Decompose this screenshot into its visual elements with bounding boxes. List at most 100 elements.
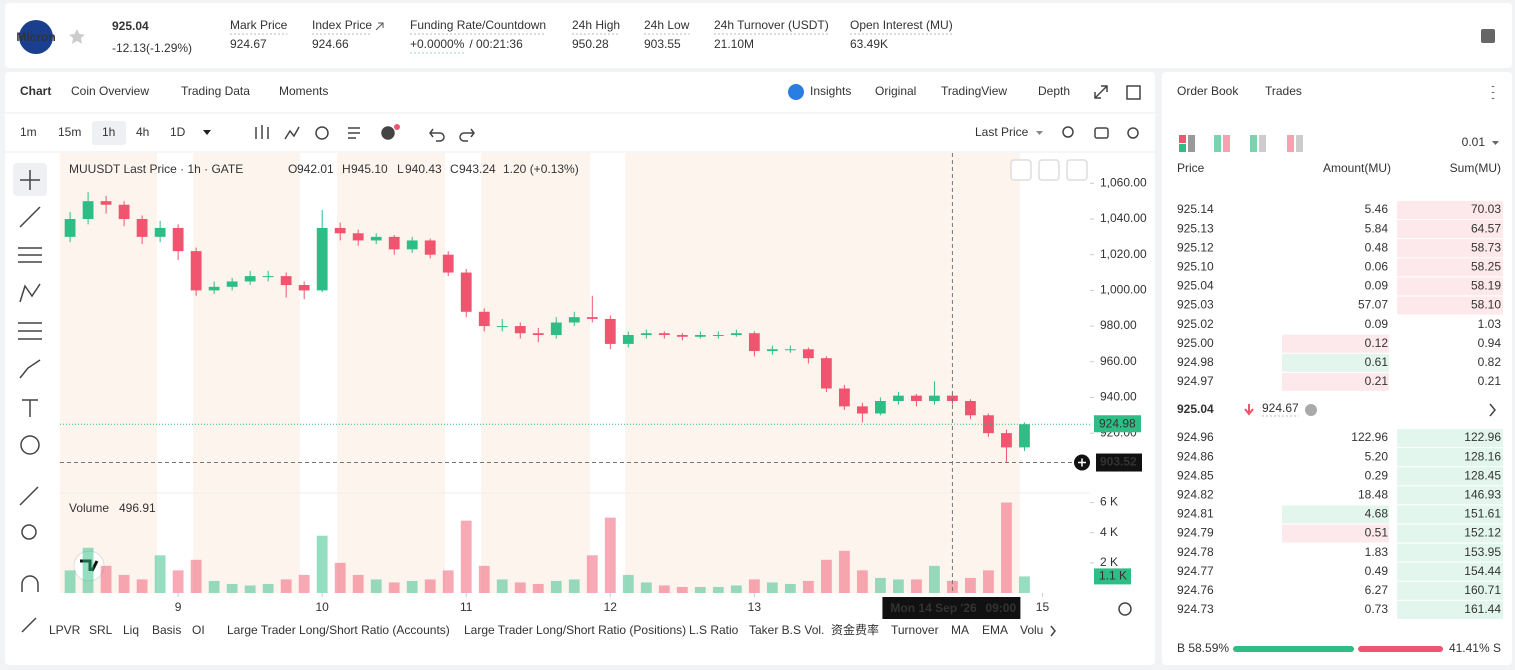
- candle-body: [406, 240, 418, 250]
- interval-dropdown[interactable]: [203, 130, 211, 135]
- camera-icon[interactable]: [1094, 127, 1109, 139]
- book-price[interactable]: 925.04: [1177, 279, 1214, 293]
- interval[interactable]: 4h: [136, 125, 149, 139]
- book-price[interactable]: 924.98: [1177, 355, 1214, 369]
- volume-bar: [532, 583, 544, 593]
- book-mode-icon[interactable]: [1223, 135, 1230, 152]
- indicator-tab[interactable]: LPVR: [49, 623, 81, 637]
- pane-button[interactable]: [1066, 159, 1088, 181]
- indicator-tab[interactable]: Large Trader Long/Short Ratio (Accounts): [227, 623, 450, 637]
- search-icon[interactable]: [1062, 126, 1074, 138]
- book-price[interactable]: 924.85: [1177, 468, 1214, 482]
- interval[interactable]: 1h: [102, 125, 115, 139]
- indicator-tab[interactable]: Basis: [152, 623, 181, 637]
- indicators-next[interactable]: [1050, 625, 1056, 637]
- book-tab[interactable]: Order Book: [1177, 84, 1239, 98]
- add-icon[interactable]: [381, 126, 395, 140]
- indicator-tab[interactable]: L.S Ratio: [689, 623, 739, 637]
- book-price[interactable]: 925.02: [1177, 317, 1214, 331]
- pane-button[interactable]: [1010, 159, 1032, 181]
- precision-dropdown[interactable]: [1492, 141, 1499, 145]
- pencil-tool[interactable]: [21, 617, 37, 633]
- redo-icon[interactable]: [459, 128, 475, 142]
- chart-tab[interactable]: Moments: [279, 84, 328, 98]
- book-mode-icon[interactable]: [1179, 135, 1186, 143]
- ruler-tool[interactable]: [19, 486, 39, 506]
- fib-tool[interactable]: [18, 322, 42, 340]
- channel-tool[interactable]: [18, 247, 42, 263]
- indicator-tab[interactable]: Large Trader Long/Short Ratio (Positions…: [464, 623, 686, 637]
- indicator-tab[interactable]: Volu: [1020, 623, 1043, 637]
- interval[interactable]: 1m: [20, 125, 37, 139]
- axis-settings-icon[interactable]: [1118, 602, 1132, 616]
- price-type-dropdown[interactable]: [1036, 131, 1043, 135]
- book-mode-icon[interactable]: [1250, 135, 1257, 152]
- price-type[interactable]: Last Price: [975, 125, 1029, 139]
- fullscreen-icon[interactable]: [1094, 85, 1108, 99]
- text-tool[interactable]: [22, 399, 38, 417]
- book-mode-icon[interactable]: [1259, 135, 1266, 152]
- chart-tab[interactable]: Trading Data: [181, 84, 250, 98]
- book-sum: 146.93: [1464, 487, 1501, 501]
- book-price[interactable]: 924.77: [1177, 564, 1214, 578]
- book-mode-icon[interactable]: [1296, 135, 1303, 152]
- interval[interactable]: 1D: [170, 125, 186, 139]
- indicator-tab[interactable]: SRL: [89, 623, 113, 637]
- indicator-tab[interactable]: Turnover: [891, 623, 939, 637]
- book-mode-icon[interactable]: [1188, 135, 1195, 152]
- book-price[interactable]: 925.13: [1177, 221, 1214, 235]
- pattern-tool[interactable]: [19, 283, 41, 303]
- chart-tab[interactable]: Coin Overview: [71, 84, 149, 98]
- template-icon[interactable]: [348, 127, 360, 139]
- emoji-tool[interactable]: [20, 435, 40, 455]
- book-price[interactable]: 924.86: [1177, 449, 1214, 463]
- undo-icon[interactable]: [429, 128, 445, 142]
- line-tool[interactable]: [19, 206, 41, 228]
- indicator-tab[interactable]: MA: [951, 623, 969, 637]
- book-price[interactable]: 925.14: [1177, 202, 1214, 216]
- book-price[interactable]: 924.78: [1177, 545, 1214, 559]
- volume-bar: [280, 579, 292, 593]
- indicator-tab[interactable]: 资金费率: [831, 622, 879, 637]
- book-price[interactable]: 924.76: [1177, 583, 1214, 597]
- crosshair-tool[interactable]: [20, 170, 40, 190]
- precision[interactable]: 0.01: [1462, 135, 1486, 149]
- candle-type-icon[interactable]: [255, 125, 269, 139]
- book-tab[interactable]: Trades: [1265, 84, 1302, 98]
- indicator-tab[interactable]: EMA: [982, 623, 1008, 637]
- indicator-tab[interactable]: OI: [192, 623, 205, 637]
- book-mode-icon[interactable]: [1179, 144, 1186, 152]
- indicator-tab[interactable]: Liq: [123, 623, 139, 637]
- magnet-tool[interactable]: [21, 575, 39, 592]
- book-price[interactable]: 925.12: [1177, 240, 1214, 254]
- header-icon[interactable]: [1481, 29, 1495, 43]
- view-tab[interactable]: Original: [875, 84, 916, 98]
- replay-icon[interactable]: [315, 126, 329, 140]
- favorite-star[interactable]: [69, 29, 85, 44]
- book-mode-icon[interactable]: [1287, 135, 1294, 152]
- window-icon[interactable]: [1126, 85, 1141, 100]
- settings-icon[interactable]: [1127, 127, 1139, 139]
- mid-next[interactable]: [1489, 403, 1496, 417]
- view-tab[interactable]: Insights: [810, 84, 851, 98]
- book-price[interactable]: 924.82: [1177, 487, 1214, 501]
- book-price[interactable]: 924.96: [1177, 430, 1214, 444]
- stat-label: 24h High: [572, 18, 620, 32]
- book-mode-icon[interactable]: [1214, 135, 1221, 152]
- book-price[interactable]: 924.97: [1177, 374, 1214, 388]
- book-price[interactable]: 925.00: [1177, 336, 1214, 350]
- interval[interactable]: 15m: [58, 125, 81, 139]
- view-tab[interactable]: Depth: [1038, 84, 1070, 98]
- indicator-tab[interactable]: Taker B.S Vol.: [749, 623, 824, 637]
- brush-tool[interactable]: [19, 359, 41, 379]
- chart-tab[interactable]: Chart: [20, 84, 51, 98]
- pane-button[interactable]: [1038, 159, 1060, 181]
- indicator-icon[interactable]: [284, 126, 300, 140]
- book-price[interactable]: 924.73: [1177, 602, 1214, 616]
- view-tab[interactable]: TradingView: [941, 84, 1007, 98]
- book-price[interactable]: 925.10: [1177, 259, 1214, 273]
- book-price[interactable]: 925.03: [1177, 298, 1214, 312]
- book-price[interactable]: 924.81: [1177, 507, 1214, 521]
- zoom-tool[interactable]: [21, 524, 37, 540]
- book-price[interactable]: 924.79: [1177, 526, 1214, 540]
